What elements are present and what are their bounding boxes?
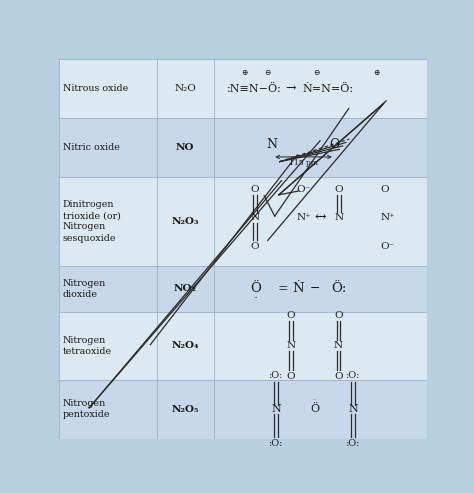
Text: →: → — [285, 82, 296, 95]
Text: Nitrogen
dioxide: Nitrogen dioxide — [63, 279, 106, 299]
Bar — [59, 312, 427, 380]
Text: ··: ·· — [312, 397, 317, 402]
Text: Nitrogen
pentoxide: Nitrogen pentoxide — [63, 399, 110, 420]
Text: O: O — [329, 138, 340, 151]
Text: N: N — [271, 404, 281, 414]
Text: O⁻: O⁻ — [381, 242, 395, 250]
Text: O: O — [334, 311, 343, 320]
Text: N₂O: N₂O — [174, 84, 196, 93]
Text: Nitrous oxide: Nitrous oxide — [63, 84, 128, 93]
Text: O⁻: O⁻ — [296, 185, 310, 194]
Text: :N≡N−Ö:: :N≡N−Ö: — [227, 83, 281, 94]
Text: O: O — [250, 242, 259, 250]
Bar — [59, 118, 427, 177]
Text: :O:: :O: — [346, 371, 360, 380]
Text: N₂O₄: N₂O₄ — [172, 341, 199, 350]
Text: :O:: :O: — [346, 439, 360, 448]
Text: Nitric oxide: Nitric oxide — [63, 143, 120, 152]
Text: 115 pm: 115 pm — [289, 159, 318, 167]
Text: ⊕: ⊕ — [241, 70, 247, 77]
Text: Ö:: Ö: — [331, 282, 346, 295]
Text: N₂O₅: N₂O₅ — [172, 405, 199, 414]
Text: N⁺: N⁺ — [381, 213, 395, 222]
Text: ⊕: ⊕ — [373, 70, 379, 77]
Text: N: N — [348, 404, 358, 414]
Text: Ṅ=N=Ö:: Ṅ=N=Ö: — [303, 83, 354, 94]
Text: O: O — [286, 311, 295, 320]
Text: N⁺: N⁺ — [296, 213, 311, 222]
Bar — [59, 266, 427, 312]
Bar — [59, 177, 427, 266]
Text: NO: NO — [176, 143, 194, 152]
Text: N: N — [250, 213, 259, 222]
Bar — [59, 59, 427, 118]
Text: ··: ·· — [254, 293, 258, 301]
Text: :O:: :O: — [269, 371, 283, 380]
Text: N: N — [267, 138, 278, 151]
Text: N: N — [335, 213, 344, 222]
Text: O: O — [250, 185, 259, 194]
Text: N: N — [286, 341, 295, 350]
Text: N: N — [334, 341, 343, 350]
Text: O: O — [335, 185, 344, 194]
Text: :O:: :O: — [269, 439, 283, 448]
Text: Ṅ: Ṅ — [292, 282, 304, 295]
Text: Nitrogen
tetraoxide: Nitrogen tetraoxide — [63, 336, 112, 356]
Text: ⊖: ⊖ — [313, 70, 319, 77]
Text: Ö: Ö — [310, 404, 319, 415]
Text: Dinitrogen
trioxide (or)
Nitrogen
sesquoxide: Dinitrogen trioxide (or) Nitrogen sesquo… — [63, 200, 121, 243]
Text: Ö: Ö — [250, 282, 261, 295]
Text: O: O — [286, 372, 295, 381]
Text: ⊖: ⊖ — [264, 70, 271, 77]
Bar — [59, 380, 427, 439]
Text: NO₂: NO₂ — [174, 284, 197, 293]
Text: ↔: ↔ — [314, 210, 326, 224]
Text: O: O — [381, 185, 389, 194]
Text: N₂O₃: N₂O₃ — [172, 217, 199, 226]
Text: −: − — [310, 282, 320, 295]
Text: =: = — [278, 282, 289, 295]
Text: O: O — [334, 372, 343, 381]
